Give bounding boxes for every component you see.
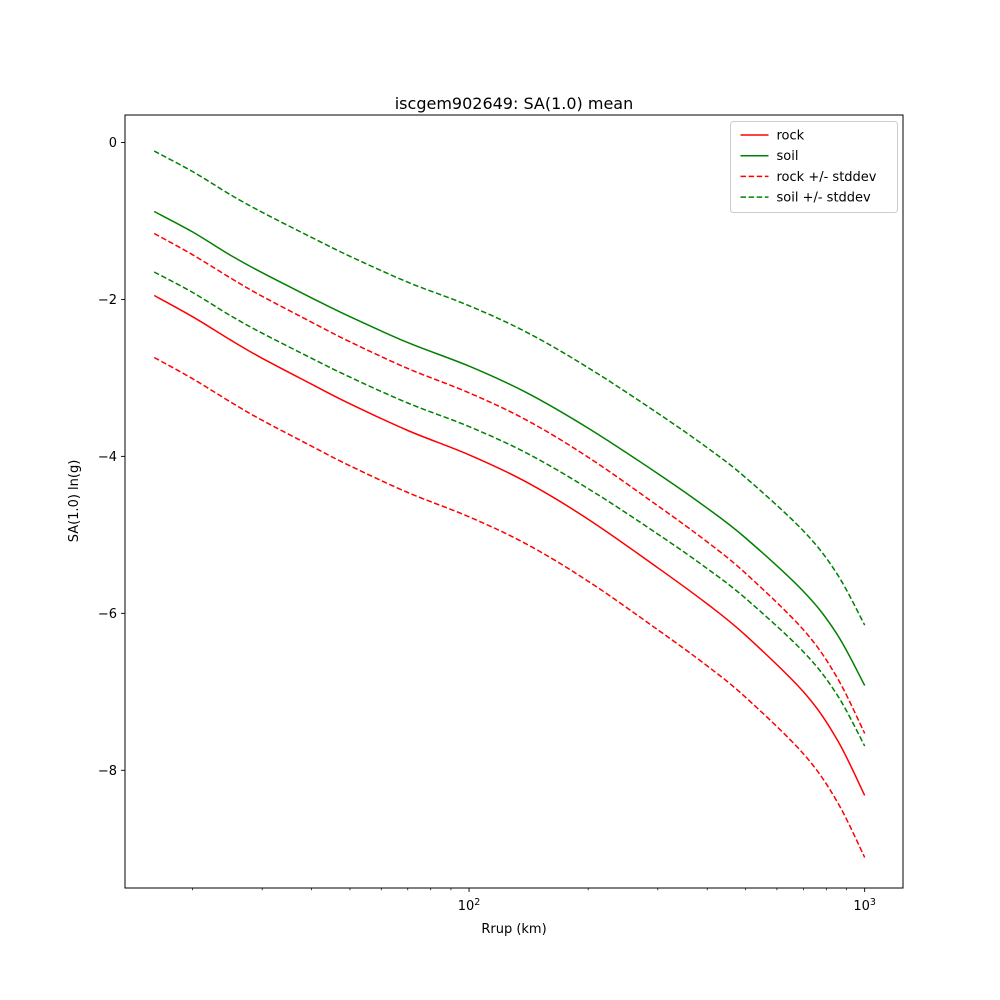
- legend-box: [730, 121, 898, 213]
- series-rock-stddev-upper: [153, 232, 866, 734]
- legend-label: rock: [777, 129, 805, 144]
- y-axis-label: SA(1.0) ln(g): [67, 460, 82, 543]
- legend: rock soil rock +/- stddev soil +/- stddev: [730, 121, 898, 213]
- legend-label: rock +/- stddev: [777, 170, 877, 185]
- curves-layer: [153, 150, 866, 858]
- y-tick-label: −4: [98, 450, 117, 465]
- y-tick-label: −8: [98, 764, 117, 779]
- y-tick-label: 0: [109, 136, 117, 151]
- x-tick-label: 102: [458, 897, 481, 914]
- y-tick-label: −6: [98, 607, 117, 622]
- series-soil: [153, 210, 866, 686]
- series-rock-stddev-lower: [153, 356, 866, 858]
- x-tick-label: 103: [853, 897, 876, 914]
- series-soil-stddev-upper: [153, 150, 866, 626]
- legend-label: soil +/- stddev: [777, 191, 872, 206]
- plot-frame: [124, 114, 904, 889]
- x-axis-label: Rrup (km): [481, 922, 546, 937]
- axes-layer: 0 −2 −4 −6 −8 102 103: [98, 114, 904, 914]
- series-rock: [153, 294, 866, 796]
- y-tick-label: −2: [98, 293, 117, 308]
- series-soil-stddev-lower: [153, 271, 866, 747]
- chart-title: iscgem902649: SA(1.0) mean: [395, 94, 634, 113]
- legend-label: soil: [777, 149, 799, 164]
